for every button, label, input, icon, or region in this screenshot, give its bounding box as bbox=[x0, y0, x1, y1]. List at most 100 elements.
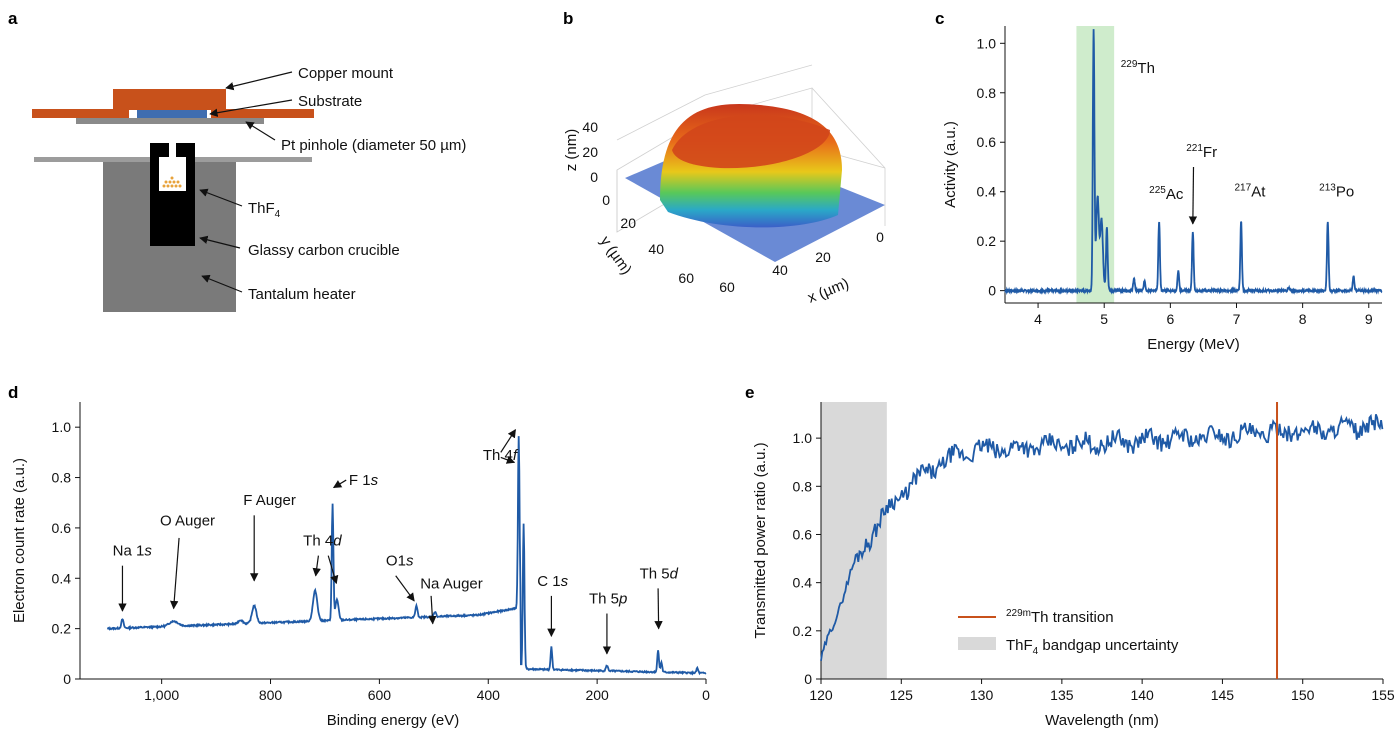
peak-label-o-auger: O Auger bbox=[160, 512, 215, 529]
x-tick-20: 20 bbox=[815, 249, 831, 265]
x-axis-label: x (µm) bbox=[805, 275, 851, 307]
alpha-spectrum-line bbox=[1004, 29, 1383, 296]
peak-label-c1s: C 1s bbox=[537, 573, 568, 590]
copper-plate-right bbox=[207, 109, 314, 118]
panel-c: c 4 5 6 7 8 9 0 0.2 0.4 0.6 0.8 1.0 Energy (MeV) Acti… bbox=[935, 9, 1383, 353]
x-axis-label-d: Binding energy (eV) bbox=[327, 712, 460, 729]
x-tick-label-e: 125 bbox=[890, 687, 914, 703]
y-tick-label-e: 0 bbox=[804, 671, 812, 687]
peak-label-o1s: O1s bbox=[386, 553, 414, 570]
x-tick-label-c: 8 bbox=[1299, 311, 1307, 327]
panel-label-b: b bbox=[563, 9, 573, 28]
x-tick-label-d: 400 bbox=[477, 687, 501, 703]
y-tick-label-c: 0.6 bbox=[977, 134, 997, 150]
substrate-gap-left bbox=[129, 110, 137, 118]
x-tick-60: 60 bbox=[719, 279, 735, 295]
x-tick-label-e: 140 bbox=[1130, 687, 1154, 703]
arrow-copper-mount bbox=[225, 71, 293, 91]
arrow-th4d-b bbox=[327, 555, 339, 585]
arrow-th4d-a bbox=[312, 555, 321, 577]
plot3d-ticks: 40 20 0 0 20 40 60 0 20 40 60 bbox=[582, 119, 884, 295]
bandgap-uncertainty-band bbox=[821, 402, 887, 679]
z-axis-label: z (nm) bbox=[563, 129, 580, 172]
label-thf4-sub: 4 bbox=[275, 209, 281, 220]
y-tick-label-e: 0.2 bbox=[793, 623, 813, 639]
y-tick-label-c: 0.2 bbox=[977, 233, 997, 249]
y-tick-label-d: 0.2 bbox=[52, 621, 72, 637]
y-tick-40: 40 bbox=[648, 241, 664, 257]
legend-label-transition: 229mTh transition bbox=[1006, 608, 1114, 626]
x-axis-label-c: Energy (MeV) bbox=[1147, 336, 1240, 353]
x-tick-0: 0 bbox=[876, 229, 884, 245]
panel-label-d: d bbox=[8, 383, 18, 402]
z-tick-0: 0 bbox=[590, 169, 598, 185]
arrow-crucible bbox=[199, 235, 241, 249]
y-axis-label-e: Transmitted power ratio (a.u.) bbox=[752, 442, 769, 638]
peak-label-th5p: Th 5p bbox=[589, 590, 627, 607]
legend-box-swatch bbox=[958, 637, 996, 650]
panel-b: b 40 bbox=[563, 9, 886, 307]
y-tick-label-d: 0.6 bbox=[52, 520, 72, 536]
transmission-line bbox=[820, 413, 1384, 662]
arrow-o1s bbox=[395, 575, 415, 602]
y-tick-label-c: 0.4 bbox=[977, 184, 997, 200]
y-tick-label-c: 0.8 bbox=[977, 85, 997, 101]
label-substrate: Substrate bbox=[298, 93, 362, 110]
arrow-th5d bbox=[654, 588, 663, 630]
label-thf4-main: ThF bbox=[248, 200, 275, 217]
y-axis-label-c: Activity (a.u.) bbox=[942, 121, 959, 208]
x-tick-label-d: 0 bbox=[702, 687, 710, 703]
x-tick-label-c: 4 bbox=[1034, 311, 1042, 327]
y-tick-20: 20 bbox=[620, 215, 636, 231]
arrow-thf4 bbox=[199, 188, 243, 207]
panel-label-e: e bbox=[745, 383, 754, 402]
crucible-slot bbox=[169, 143, 176, 158]
arrow-f1s bbox=[332, 479, 347, 489]
surface-dome-top bbox=[672, 115, 830, 169]
y-tick-label-e: 0.4 bbox=[793, 575, 813, 591]
peak-label-th5d: Th 5d bbox=[640, 565, 679, 582]
copper-mount-shape bbox=[113, 89, 226, 110]
panel-e: e 120 125 130 135 140 145 150 155 0 0.2 0.4 0.6 0.8 1… bbox=[745, 383, 1395, 729]
arrow-o-auger bbox=[170, 537, 180, 610]
y-tick-label-d: 0.8 bbox=[52, 470, 72, 486]
x-tick-label-c: 6 bbox=[1166, 311, 1174, 327]
isotope-label-at: 217At bbox=[1235, 183, 1267, 201]
x-tick-label-e: 155 bbox=[1371, 687, 1395, 703]
z-tick-40: 40 bbox=[582, 119, 598, 135]
x-tick-label-e: 150 bbox=[1291, 687, 1315, 703]
label-thf4: ThF4 bbox=[248, 200, 281, 220]
x-tick-label-e: 135 bbox=[1050, 687, 1074, 703]
y-tick-label-c: 0 bbox=[988, 283, 996, 299]
arrow-substrate bbox=[209, 99, 293, 117]
pt-pinhole-shape bbox=[76, 117, 264, 124]
z-tick-20: 20 bbox=[582, 144, 598, 160]
isotope-label-ac: 225Ac bbox=[1149, 185, 1184, 203]
isotope-label-fr: 221Fr bbox=[1186, 143, 1217, 161]
isotope-label-po: 213Po bbox=[1319, 183, 1354, 201]
peak-label-th4f: Th 4f bbox=[483, 447, 519, 464]
y-tick-label-e: 1.0 bbox=[793, 430, 813, 446]
x-tick-label-d: 600 bbox=[368, 687, 392, 703]
x-tick-40: 40 bbox=[772, 262, 788, 278]
y-tick-label-e: 0.8 bbox=[793, 478, 813, 494]
thf4-powder bbox=[162, 176, 182, 188]
peak-label-f-auger: F Auger bbox=[243, 492, 296, 509]
label-heater: Tantalum heater bbox=[248, 286, 356, 303]
panel-label-c: c bbox=[935, 9, 944, 28]
y-tick-label-e: 0.6 bbox=[793, 526, 813, 542]
y-tick-60: 60 bbox=[678, 270, 694, 286]
x-tick-label-e: 130 bbox=[970, 687, 994, 703]
arrow-pinhole bbox=[245, 121, 276, 141]
peak-label-f1s: F 1s bbox=[349, 472, 379, 489]
arrow-th4f-b bbox=[500, 455, 516, 464]
arrow-heater bbox=[201, 274, 243, 293]
legend-label-bandgap: ThF4 bandgap uncertainty bbox=[1006, 637, 1179, 657]
panel-a: a C bbox=[8, 9, 466, 312]
y-tick-label-d: 0 bbox=[63, 671, 71, 687]
x-tick-label-e: 120 bbox=[809, 687, 833, 703]
label-copper-mount: Copper mount bbox=[298, 65, 394, 82]
arrow-fr-peak bbox=[1188, 166, 1198, 225]
isotope-label-th: 229Th bbox=[1121, 59, 1155, 77]
xps-spectrum-line bbox=[106, 436, 707, 676]
